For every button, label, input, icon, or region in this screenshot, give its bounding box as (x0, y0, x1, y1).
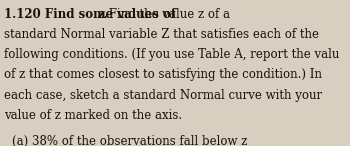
Text: each case, sketch a standard Normal curve with your: each case, sketch a standard Normal curv… (4, 89, 322, 102)
Text: of z that comes closest to satisfying the condition.) In: of z that comes closest to satisfying th… (4, 68, 322, 81)
Text: standard Normal variable Z that satisfies each of the: standard Normal variable Z that satisfie… (4, 28, 319, 41)
Text: 1.120 Find some values of: 1.120 Find some values of (4, 8, 180, 21)
Text: following conditions. (If you use Table A, report the valu: following conditions. (If you use Table … (4, 48, 340, 61)
Text: z.: z. (98, 8, 108, 21)
Text: value of z marked on the axis.: value of z marked on the axis. (4, 109, 182, 122)
Text: Find the value z of a: Find the value z of a (105, 8, 230, 21)
Text: (a) 38% of the observations fall below z: (a) 38% of the observations fall below z (12, 135, 248, 146)
